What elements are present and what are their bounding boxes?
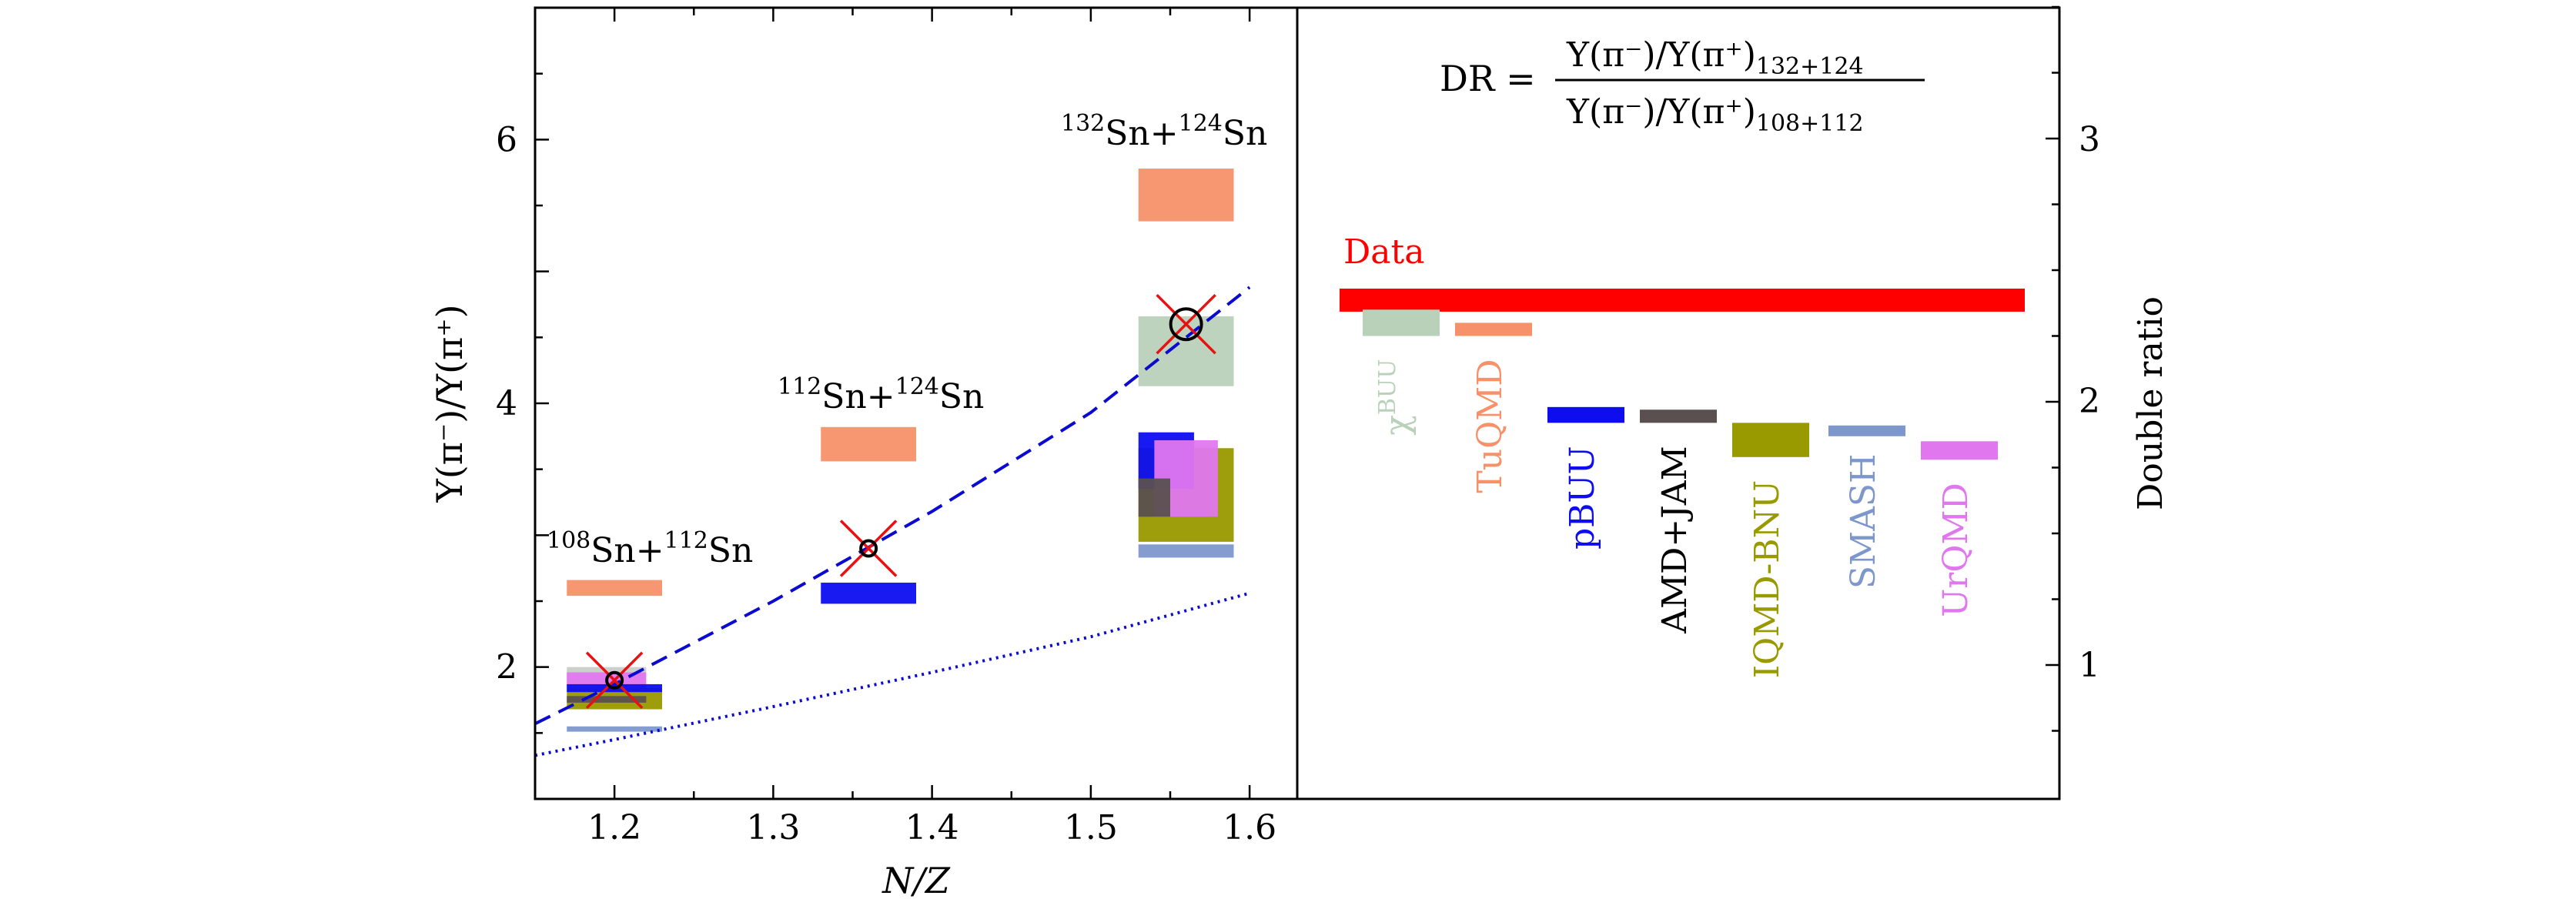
model-bar [1828, 425, 1905, 436]
formula-subscript: 132+124 [1756, 53, 1864, 80]
mass-number: 112 [778, 373, 821, 400]
right-plot-frame [1296, 6, 2061, 800]
mass-number: 124 [895, 373, 939, 400]
dashed-fit-line [534, 286, 1251, 726]
model-bar-label: UrQMD [1936, 483, 1975, 617]
data-point [859, 539, 878, 558]
right-y-tick-label: 3 [2079, 120, 2100, 159]
model-bar-label: TuQMD [1470, 359, 1510, 493]
model-name: χ [1378, 415, 1417, 436]
model-bar [1921, 441, 1998, 460]
model-name: AMD+JAM [1655, 446, 1694, 633]
system-text: Sn [1223, 114, 1267, 153]
model-band-smash [1138, 544, 1234, 558]
model-bar [1547, 406, 1624, 423]
y-axis-label: Y(π⁻)/Y(π⁺) [429, 304, 470, 503]
model-name: UrQMD [1936, 483, 1975, 617]
x-tick-label: 1.6 [1223, 808, 1276, 847]
right-y-tick-label: 2 [2079, 382, 2100, 421]
y-tick-label: 6 [496, 120, 517, 159]
model-bar-label: SMASH [1844, 454, 1883, 589]
model-name: SMASH [1844, 454, 1883, 589]
model-band-amd-jam [567, 696, 647, 703]
model-band-amd-jam [1138, 478, 1170, 517]
model-band--buu [1138, 316, 1234, 386]
formula-denominator-text: Y(π⁻)/Y(π⁺) [1566, 92, 1756, 132]
model-band-pbuu [821, 583, 916, 604]
model-bar [1455, 322, 1532, 336]
system-text: Sn [708, 531, 753, 570]
x-tick-label: 1.2 [587, 808, 641, 847]
formula-subscript: 108+112 [1756, 110, 1864, 137]
model-bar [1363, 309, 1440, 336]
reaction-system-label: 108Sn+112Sn [547, 527, 753, 570]
left-panel: 1.2 1.3 1.4 1.5 1.6246N/ZY(π⁻)/Y(π⁺)108Sn+11… [429, 6, 1276, 901]
model-name: IQMD-BNU [1748, 480, 1787, 678]
right-y-axis-label: Double ratio [2131, 296, 2170, 510]
mass-number: 108 [547, 527, 590, 554]
y-tick-label: 2 [496, 648, 517, 687]
model-name: TuQMD [1470, 359, 1510, 493]
system-text: Sn+ [821, 377, 895, 416]
model-band-smash [567, 726, 662, 732]
data-point [605, 670, 624, 690]
model-bar-label: χBUU [1374, 359, 1417, 436]
formula-lhs: DR = [1440, 58, 1536, 99]
model-name: pBUU [1563, 446, 1602, 550]
reaction-system-label: 112Sn+124Sn [778, 373, 984, 416]
model-bar-label: IQMD-BNU [1748, 480, 1787, 678]
x-tick-label: 1.4 [905, 808, 959, 847]
x-axis-label: N/Z [882, 860, 951, 901]
system-text: Sn+ [1105, 114, 1178, 153]
model-name-superscript: BUU [1374, 359, 1401, 416]
system-text: Sn [939, 377, 984, 416]
mass-number: 124 [1179, 110, 1223, 137]
system-text: Sn+ [590, 531, 664, 570]
x-tick-label: 1.5 [1064, 808, 1118, 847]
model-band-tuqmd [821, 426, 916, 462]
data-point-cross [1156, 293, 1216, 355]
mass-number: 112 [664, 527, 708, 554]
formula-denominator: Y(π⁻)/Y(π⁺)108+112 [1566, 92, 1864, 137]
model-band-tuqmd [567, 580, 662, 597]
model-band-tuqmd [1138, 169, 1234, 222]
formula-numerator: Y(π⁻)/Y(π⁺)132+124 [1566, 35, 1864, 80]
formula-numerator-text: Y(π⁻)/Y(π⁺) [1566, 35, 1756, 75]
right-y-tick-label: 1 [2079, 646, 2100, 685]
model-bar-label: pBUU [1563, 446, 1602, 550]
reaction-system-label: 132Sn+124Sn [1061, 110, 1267, 153]
y-tick-label: 4 [496, 384, 517, 423]
model-bar [1640, 409, 1717, 423]
data-point-cross [839, 520, 898, 577]
data-point-cross [585, 651, 644, 710]
mass-number: 132 [1061, 110, 1105, 137]
data-band-label: Data [1343, 232, 1424, 272]
model-bar-label: AMD+JAM [1655, 446, 1694, 633]
data-band [1340, 288, 2025, 312]
model-bar [1732, 423, 1809, 457]
data-point [1169, 307, 1203, 342]
x-tick-label: 1.3 [746, 808, 800, 847]
